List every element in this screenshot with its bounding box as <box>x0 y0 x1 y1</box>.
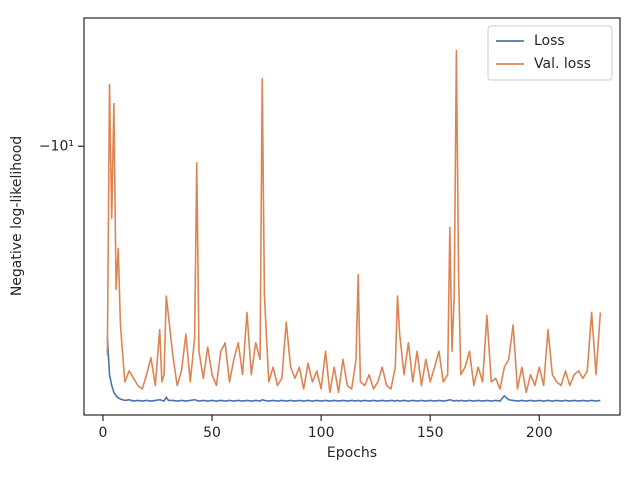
y-tick-label: −10¹ <box>39 138 74 154</box>
y-axis-label: Negative log-likelihood <box>9 136 25 296</box>
x-tick-label: 200 <box>526 425 553 441</box>
x-tick-label: 100 <box>308 425 335 441</box>
plot-frame <box>83 17 621 416</box>
x-tick-label: 0 <box>99 425 108 441</box>
series-line <box>106 336 601 402</box>
legend-label: Val. loss <box>534 56 591 72</box>
legend-box <box>487 25 613 81</box>
x-tick-label: 150 <box>417 425 444 441</box>
x-tick-label: 50 <box>203 425 221 441</box>
legend-label: Loss <box>534 33 565 49</box>
x-axis-label: Epochs <box>327 445 377 461</box>
series-line <box>106 49 602 394</box>
